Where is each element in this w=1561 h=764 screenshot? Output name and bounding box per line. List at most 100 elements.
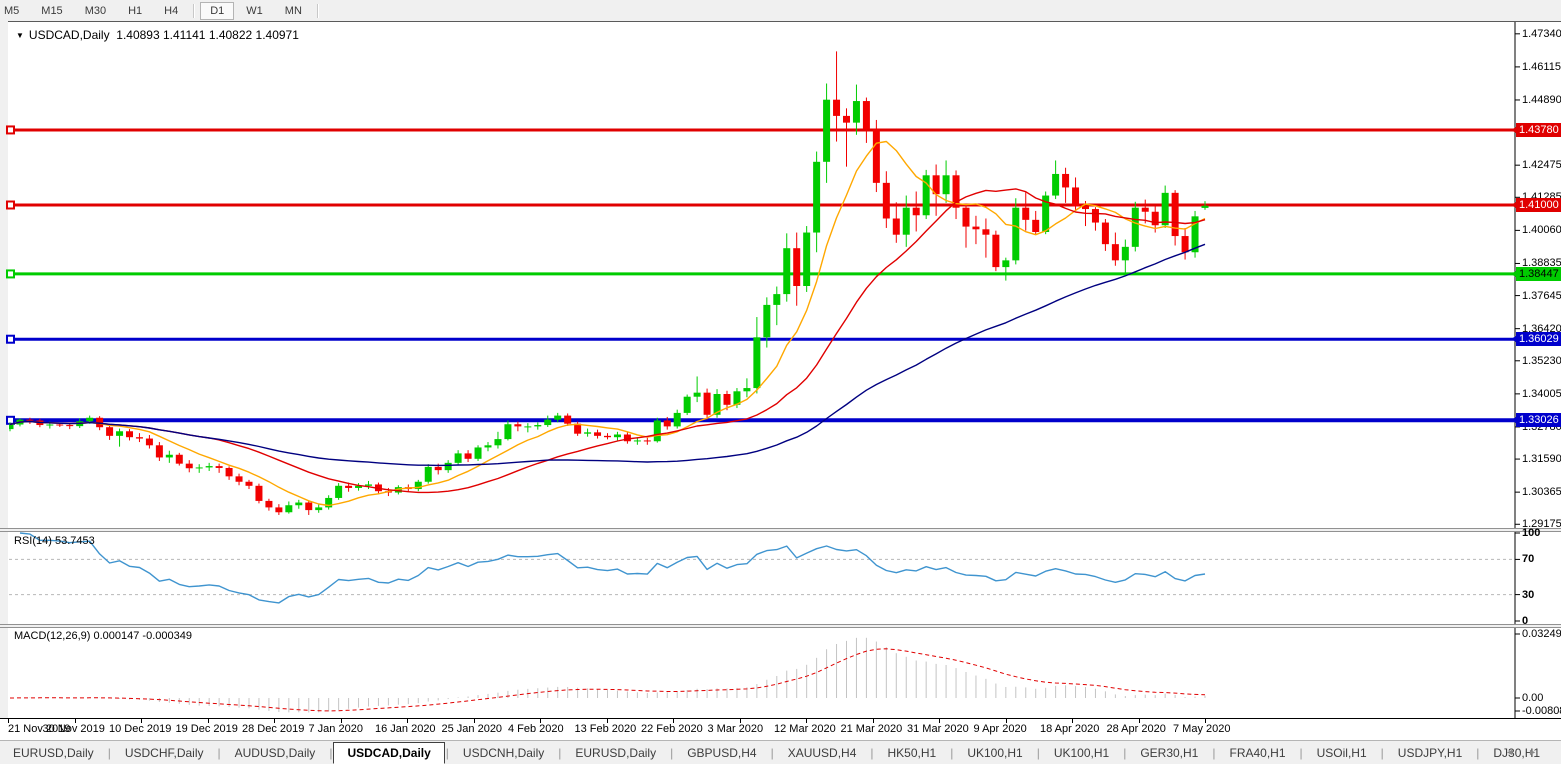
candle — [1032, 220, 1039, 232]
badge-arrow-icon — [1511, 202, 1516, 208]
candle — [285, 505, 292, 512]
pane-splitter-macd[interactable] — [0, 624, 1561, 628]
date-axis-label: 7 May 2020 — [1173, 723, 1230, 735]
candle — [1182, 236, 1189, 252]
rsi-axis-label: 100 — [1522, 527, 1540, 539]
candle — [684, 397, 691, 413]
date-axis-label: 12 Mar 2020 — [774, 723, 836, 735]
chart-tab-hk50-h1[interactable]: HK50,H1 — [875, 743, 950, 763]
date-axis-label: 22 Feb 2020 — [641, 723, 703, 735]
candle — [475, 447, 482, 458]
chart-tab-audusd-daily[interactable]: AUDUSD,Daily — [222, 743, 329, 763]
price-level-badge[interactable]: 1.33026 — [1516, 413, 1561, 427]
candle — [1172, 193, 1179, 236]
candle — [723, 394, 730, 405]
price-axis-tick: 1.46115 — [1522, 61, 1561, 73]
chart-tab-usdchf-daily[interactable]: USDCHF,Daily — [112, 743, 217, 763]
candle — [1002, 260, 1009, 267]
candle — [146, 439, 153, 446]
candle — [245, 482, 252, 486]
candle — [604, 436, 611, 437]
candle — [176, 455, 183, 464]
price-axis-tick: 1.42475 — [1522, 159, 1561, 171]
chart-tab-fra40-h1[interactable]: FRA40,H1 — [1216, 743, 1298, 763]
badge-arrow-icon — [1511, 271, 1516, 277]
chart-tab-xauusd-h4[interactable]: XAUUSD,H4 — [775, 743, 870, 763]
date-axis[interactable]: 21 Nov 201930 Nov 201910 Dec 201919 Dec … — [0, 718, 1561, 741]
chart-tab-usdcnh-daily[interactable]: USDCNH,Daily — [450, 743, 557, 763]
date-axis-label: 25 Jan 2020 — [442, 723, 503, 735]
candle — [275, 507, 282, 512]
candle — [594, 432, 601, 436]
candle — [1062, 174, 1069, 188]
candle — [873, 129, 880, 182]
rsi-axis-label: 0 — [1522, 615, 1528, 627]
candle — [226, 468, 233, 476]
candle — [166, 455, 173, 458]
candle — [295, 503, 302, 506]
tab-scroll-left-icon[interactable]: ◄ — [1505, 747, 1528, 757]
price-axis-tick: 1.40060 — [1522, 224, 1561, 236]
candle — [823, 100, 830, 162]
candle — [1052, 174, 1059, 196]
price-level-badge[interactable]: 1.41000 — [1516, 198, 1561, 212]
price-axis-tick: 1.35230 — [1522, 355, 1561, 367]
candle — [903, 208, 910, 235]
candle — [116, 431, 123, 436]
candle — [106, 427, 113, 436]
date-axis-label: 28 Apr 2020 — [1107, 723, 1166, 735]
candle — [186, 464, 193, 469]
tabs-holder: EURUSD,Daily|USDCHF,Daily|AUDUSD,Daily|U… — [0, 742, 1553, 764]
trading-terminal-window: M5M15M30H1H4D1W1MN ▼USDCAD,Daily 1.40893… — [0, 0, 1561, 764]
candle — [365, 484, 372, 485]
candle — [494, 439, 501, 445]
rsi-indicator-label: RSI(14) 53.7453 — [14, 535, 95, 547]
price-level-badge[interactable]: 1.43780 — [1516, 123, 1561, 137]
candle — [674, 413, 681, 427]
chart-tab-usoil-h1[interactable]: USOil,H1 — [1304, 743, 1380, 763]
candle — [634, 440, 641, 441]
chart-tab-bar: EURUSD,Daily|USDCHF,Daily|AUDUSD,Daily|U… — [0, 740, 1561, 764]
chart-title: ▼USDCAD,Daily 1.40893 1.41141 1.40822 1.… — [16, 28, 299, 42]
hline-handle[interactable] — [7, 336, 14, 343]
chart-canvas[interactable] — [0, 0, 1561, 764]
price-axis-tick: 1.31590 — [1522, 453, 1561, 465]
chart-tab-gbpusd-h4[interactable]: GBPUSD,H4 — [674, 743, 769, 763]
candle — [514, 424, 521, 426]
chevron-down-icon[interactable]: ▼ — [16, 31, 24, 40]
candle — [315, 507, 322, 510]
chart-tab-eurusd-daily[interactable]: EURUSD,Daily — [562, 743, 669, 763]
candle — [26, 420, 33, 421]
hline-handle[interactable] — [7, 126, 14, 133]
candle — [843, 116, 850, 123]
chart-tab-uk100-h1[interactable]: UK100,H1 — [954, 743, 1035, 763]
date-axis-label: 21 Mar 2020 — [841, 723, 903, 735]
price-level-badge[interactable]: 1.38447 — [1516, 267, 1561, 281]
pane-splitter-rsi[interactable] — [0, 528, 1561, 532]
candle — [255, 486, 262, 501]
candle — [813, 162, 820, 233]
candle — [982, 229, 989, 234]
chart-tab-ger30-h1[interactable]: GER30,H1 — [1127, 743, 1211, 763]
hline-handle[interactable] — [7, 270, 14, 277]
candle — [7, 425, 14, 430]
candle — [445, 463, 452, 470]
candle — [425, 467, 432, 482]
tab-scroll-right-icon[interactable]: ► — [1528, 747, 1551, 757]
macd-axis-label: -0.00808 — [1522, 705, 1561, 717]
rsi-axis-label: 70 — [1522, 553, 1534, 565]
hline-handle[interactable] — [7, 202, 14, 209]
date-axis-label: 9 Apr 2020 — [974, 723, 1027, 735]
candle — [46, 425, 53, 426]
price-level-badge[interactable]: 1.36029 — [1516, 332, 1561, 346]
candle — [783, 248, 790, 294]
chart-tab-usdjpy-h1[interactable]: USDJPY,H1 — [1385, 743, 1475, 763]
candle — [534, 425, 541, 426]
candle — [564, 416, 571, 424]
macd-axis-label: 0.032493 — [1522, 628, 1561, 640]
chart-tab-usdcad-daily[interactable]: USDCAD,Daily — [333, 742, 444, 764]
chart-tab-eurusd-daily[interactable]: EURUSD,Daily — [0, 743, 107, 763]
candle — [992, 235, 999, 267]
candle — [753, 337, 760, 388]
chart-tab-uk100-h1[interactable]: UK100,H1 — [1041, 743, 1122, 763]
